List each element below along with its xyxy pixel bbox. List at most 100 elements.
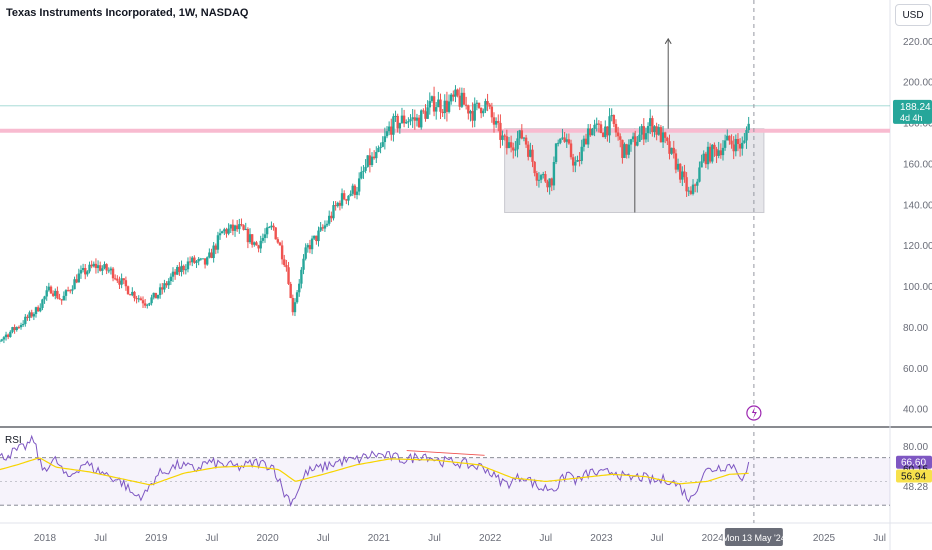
candle-body xyxy=(649,118,652,127)
candle-body xyxy=(21,323,25,325)
candle-body xyxy=(178,266,181,273)
candle-body xyxy=(625,144,628,155)
candle-body xyxy=(381,142,384,147)
candle-body xyxy=(546,181,549,188)
candle-body xyxy=(161,287,164,290)
candle-body xyxy=(246,228,250,243)
chart-title: Texas Instruments Incorporated, 1W, NASD… xyxy=(6,7,249,19)
candle-body xyxy=(428,101,431,108)
candle-body xyxy=(263,234,267,238)
candle-body xyxy=(576,160,579,162)
candle-body xyxy=(208,252,211,258)
candle-body xyxy=(193,257,196,263)
candle-body xyxy=(670,147,673,154)
candle-body xyxy=(291,298,295,313)
candle-body xyxy=(355,191,359,195)
candle-body xyxy=(240,224,243,226)
time-axis-label: 2022 xyxy=(479,533,502,544)
candle-body xyxy=(392,116,395,135)
candle-body xyxy=(447,101,451,112)
candle-body xyxy=(336,202,339,207)
candle-body xyxy=(445,100,449,112)
candle-body xyxy=(195,261,198,263)
candle-body xyxy=(171,271,175,277)
candle-body xyxy=(19,324,23,328)
candle-body xyxy=(133,291,136,299)
candle-body xyxy=(402,115,406,124)
candle-body xyxy=(527,144,530,157)
candle-body xyxy=(631,136,635,140)
candle-body xyxy=(197,258,200,262)
candle-body xyxy=(126,286,130,295)
candle-body xyxy=(302,258,305,270)
candle-body xyxy=(353,185,357,195)
candle-body xyxy=(379,146,382,149)
candle-body xyxy=(64,290,68,296)
candle-body xyxy=(614,123,618,133)
candle-body xyxy=(278,242,282,246)
price-tick-label: 80.00 xyxy=(903,323,928,334)
candle-body xyxy=(32,313,36,317)
candle-body xyxy=(505,136,509,149)
time-axis-label: 2023 xyxy=(590,533,613,544)
candle-body xyxy=(482,110,485,114)
candle-body xyxy=(214,245,217,250)
candle-body xyxy=(43,296,46,300)
candle-body xyxy=(158,287,162,295)
candle-body xyxy=(552,162,556,186)
price-tick-label: 40.00 xyxy=(903,405,928,416)
candle-body xyxy=(107,270,110,272)
time-axis-label: Jul xyxy=(539,533,552,544)
candle-body xyxy=(362,170,365,172)
candle-body xyxy=(687,190,690,192)
candle-body xyxy=(313,235,316,239)
candle-body xyxy=(340,193,344,206)
time-axis-label: Jul xyxy=(428,533,441,544)
candle-body xyxy=(422,110,425,112)
candle-body xyxy=(265,227,269,235)
candle-body xyxy=(732,144,735,152)
candle-body xyxy=(152,292,155,298)
candle-body xyxy=(591,128,594,136)
currency-button[interactable]: USD xyxy=(895,4,931,26)
candle-body xyxy=(270,225,273,228)
candle-body xyxy=(285,265,288,268)
candle-body xyxy=(490,106,494,118)
candle-body xyxy=(405,122,408,124)
candle-body xyxy=(92,263,95,267)
candle-body xyxy=(377,148,380,152)
candle-body xyxy=(334,205,337,207)
time-axis-label: Jul xyxy=(873,533,886,544)
time-axis-label: 2024 xyxy=(702,533,725,544)
candle-body xyxy=(417,117,421,128)
candle-body xyxy=(221,231,224,234)
candle-body xyxy=(715,148,718,156)
candle-body xyxy=(146,304,149,306)
candle-body xyxy=(700,161,703,168)
candle-body xyxy=(621,139,624,158)
candle-body xyxy=(71,289,74,291)
candle-body xyxy=(612,115,616,124)
candle-body xyxy=(321,227,324,229)
candle-body xyxy=(550,178,553,186)
time-axis-label: 2025 xyxy=(813,533,836,544)
candle-body xyxy=(460,92,464,107)
price-tick-label: 100.00 xyxy=(903,282,932,293)
candle-body xyxy=(167,281,170,286)
candle-body xyxy=(702,153,705,162)
candle-body xyxy=(655,126,658,135)
candle-body xyxy=(492,117,496,125)
candle-body xyxy=(109,268,113,271)
candle-body xyxy=(364,166,367,171)
candle-body xyxy=(477,102,481,108)
candle-body xyxy=(360,171,363,179)
candle-body xyxy=(561,137,564,139)
candle-body xyxy=(287,267,290,284)
candle-body xyxy=(435,107,438,112)
candle-body xyxy=(569,143,573,158)
candle-body xyxy=(604,126,607,138)
candle-body xyxy=(238,224,241,230)
candle-body xyxy=(0,339,3,341)
candle-body xyxy=(610,115,613,117)
